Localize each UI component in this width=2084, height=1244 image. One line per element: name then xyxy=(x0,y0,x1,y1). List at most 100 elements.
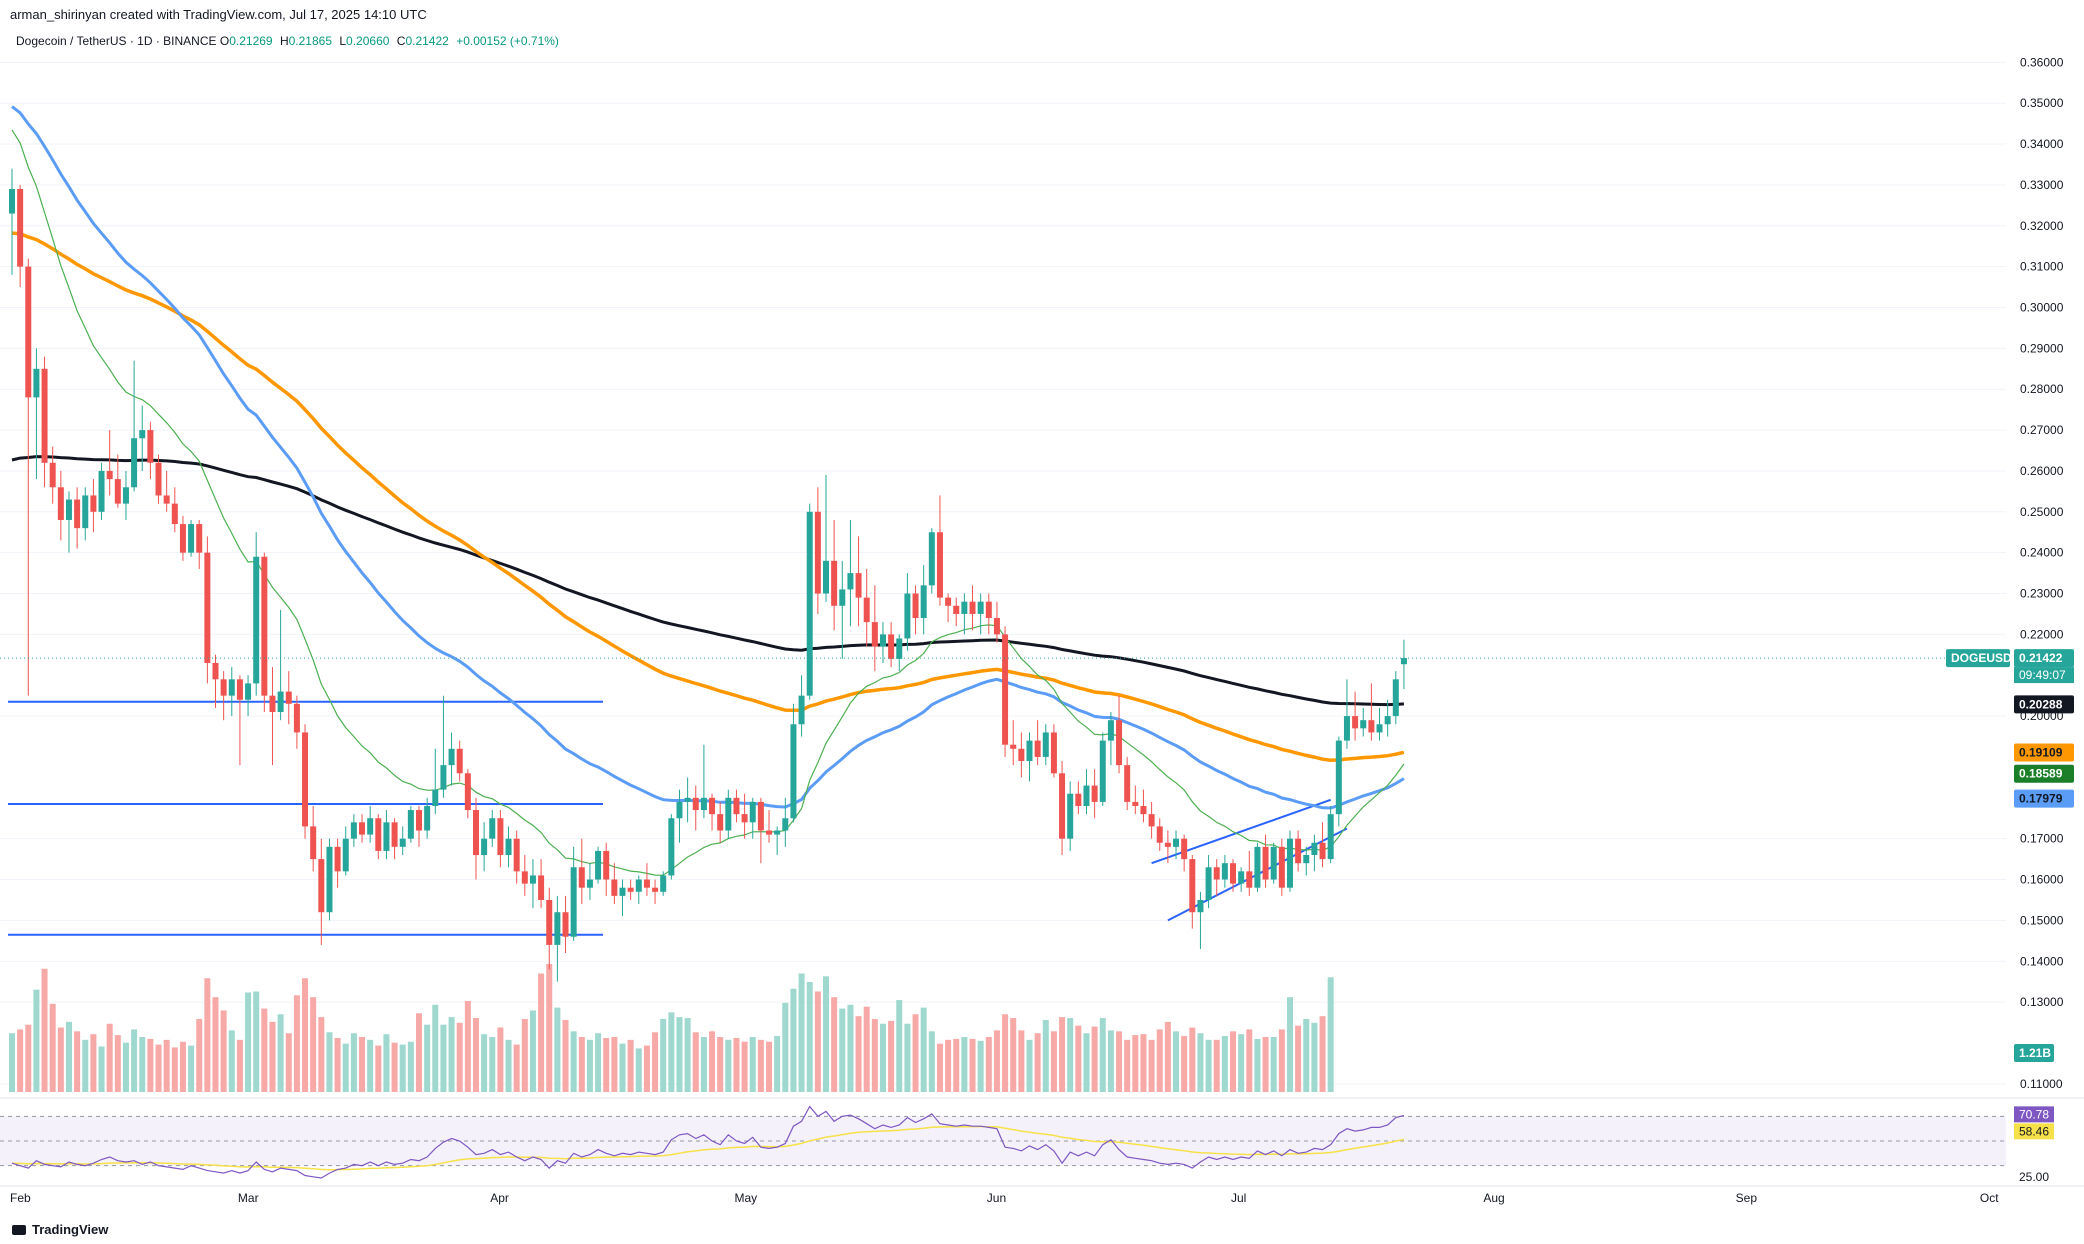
candle-body xyxy=(936,532,943,598)
volume-bar xyxy=(269,1021,276,1092)
candle-body xyxy=(1230,863,1236,884)
volume-bar xyxy=(49,1003,56,1092)
volume-bar xyxy=(82,1039,89,1092)
candle-body xyxy=(570,867,577,937)
volume-bar xyxy=(904,1023,911,1092)
channel-upper-line xyxy=(1151,798,1332,865)
volume-bar xyxy=(1067,1018,1074,1092)
candle-body xyxy=(497,818,504,856)
volume-bar xyxy=(391,1042,398,1092)
volume-bar xyxy=(855,1016,862,1092)
candle-body xyxy=(106,470,113,480)
volume-bar xyxy=(814,991,821,1092)
volume-bar xyxy=(611,1037,618,1092)
ma-20-line xyxy=(11,129,1405,876)
candle-body xyxy=(741,814,748,823)
volume-bar xyxy=(1278,1029,1285,1092)
volume-bar xyxy=(920,1007,927,1092)
candle-body xyxy=(179,524,186,553)
volume-bar xyxy=(1018,1030,1025,1092)
candle-body xyxy=(147,430,154,463)
candle-body xyxy=(619,887,626,896)
volume-bar xyxy=(603,1037,610,1092)
ma-100-badge-bg xyxy=(2014,743,2074,762)
symbol-name[interactable]: Dogecoin / TetherUS · 1D · BINANCE xyxy=(16,34,217,48)
volume-bar xyxy=(1116,1031,1123,1092)
volume-bar xyxy=(668,1012,675,1092)
candle-body xyxy=(171,503,178,525)
volume-bar xyxy=(977,1040,984,1092)
candle-body xyxy=(1311,842,1318,856)
volume-bar xyxy=(302,978,309,1092)
candle-body xyxy=(163,495,170,504)
chart-credit: arman_shirinyan created with TradingView… xyxy=(10,7,427,22)
open-value: 0.21269 xyxy=(229,34,273,48)
volume-bar xyxy=(41,968,48,1092)
volume-bar xyxy=(546,964,553,1092)
candle-body xyxy=(562,912,569,937)
volume-bar xyxy=(1221,1036,1228,1092)
volume-bar xyxy=(318,1017,325,1092)
volume-bar xyxy=(1148,1039,1155,1092)
volume-bar xyxy=(228,1030,235,1092)
volume-bar xyxy=(896,1000,903,1092)
open-label: O xyxy=(219,34,230,48)
candle-body xyxy=(1238,871,1245,884)
candle-body xyxy=(1173,838,1180,847)
volume-bar xyxy=(1213,1039,1220,1092)
candle-body xyxy=(749,801,756,823)
candle-body xyxy=(350,822,357,839)
ma-100-line xyxy=(11,231,1405,762)
candle-body xyxy=(1067,793,1074,839)
volume-bar xyxy=(155,1044,162,1092)
candle-body xyxy=(1083,785,1090,806)
candle-body xyxy=(432,789,439,806)
volume-bar xyxy=(1010,1018,1017,1092)
volume-bar xyxy=(798,973,805,1092)
rsi-badge: 70.78 xyxy=(2019,1107,2049,1121)
volume-bar xyxy=(375,1045,382,1092)
candle-body xyxy=(725,797,732,831)
volume-bar xyxy=(114,1035,121,1092)
candle-body xyxy=(90,495,97,512)
candle-body xyxy=(945,597,952,606)
candle-body xyxy=(440,765,447,790)
y-tick-label: 0.25000 xyxy=(2020,505,2064,519)
x-tick-label: Jun xyxy=(987,1191,1006,1205)
candle-body xyxy=(586,879,593,888)
candle-body xyxy=(1278,846,1285,888)
countdown-badge: 09:49:07 xyxy=(2019,668,2066,682)
candle-body xyxy=(383,822,390,851)
volume-bar xyxy=(595,1033,602,1092)
volume-bar xyxy=(350,1033,357,1092)
volume-bar xyxy=(399,1044,406,1092)
candle-body xyxy=(1189,859,1196,913)
volume-bar xyxy=(456,1022,463,1092)
candle-body xyxy=(1221,863,1228,880)
candle-body xyxy=(1164,842,1171,847)
candle-body xyxy=(627,887,634,892)
x-tick-label: Aug xyxy=(1483,1191,1504,1205)
volume-bar xyxy=(261,1008,268,1092)
candle-body xyxy=(1286,838,1293,888)
volume-bar xyxy=(285,1033,292,1092)
volume-bar xyxy=(25,1024,32,1092)
y-tick-label: 0.26000 xyxy=(2020,464,2064,478)
volume-bar xyxy=(586,1039,593,1092)
volume-bar xyxy=(1238,1034,1245,1092)
candle-body xyxy=(196,524,203,553)
candle-body xyxy=(302,732,309,827)
candle-body xyxy=(684,797,691,802)
candle-body xyxy=(375,818,382,851)
tradingview-icon xyxy=(12,1224,26,1235)
volume-bar xyxy=(171,1047,178,1092)
tradingview-logo[interactable]: TradingView xyxy=(12,1222,108,1237)
candle-body xyxy=(790,724,797,819)
ma-200-badge: 0.20288 xyxy=(2019,697,2063,711)
candle-body xyxy=(114,479,121,504)
volume-bar xyxy=(1246,1029,1253,1092)
symbol-legend: Dogecoin / TetherUS · 1D · BINANCE O0.21… xyxy=(16,34,563,48)
candle-body xyxy=(782,818,789,831)
volume-bar xyxy=(912,1014,919,1092)
